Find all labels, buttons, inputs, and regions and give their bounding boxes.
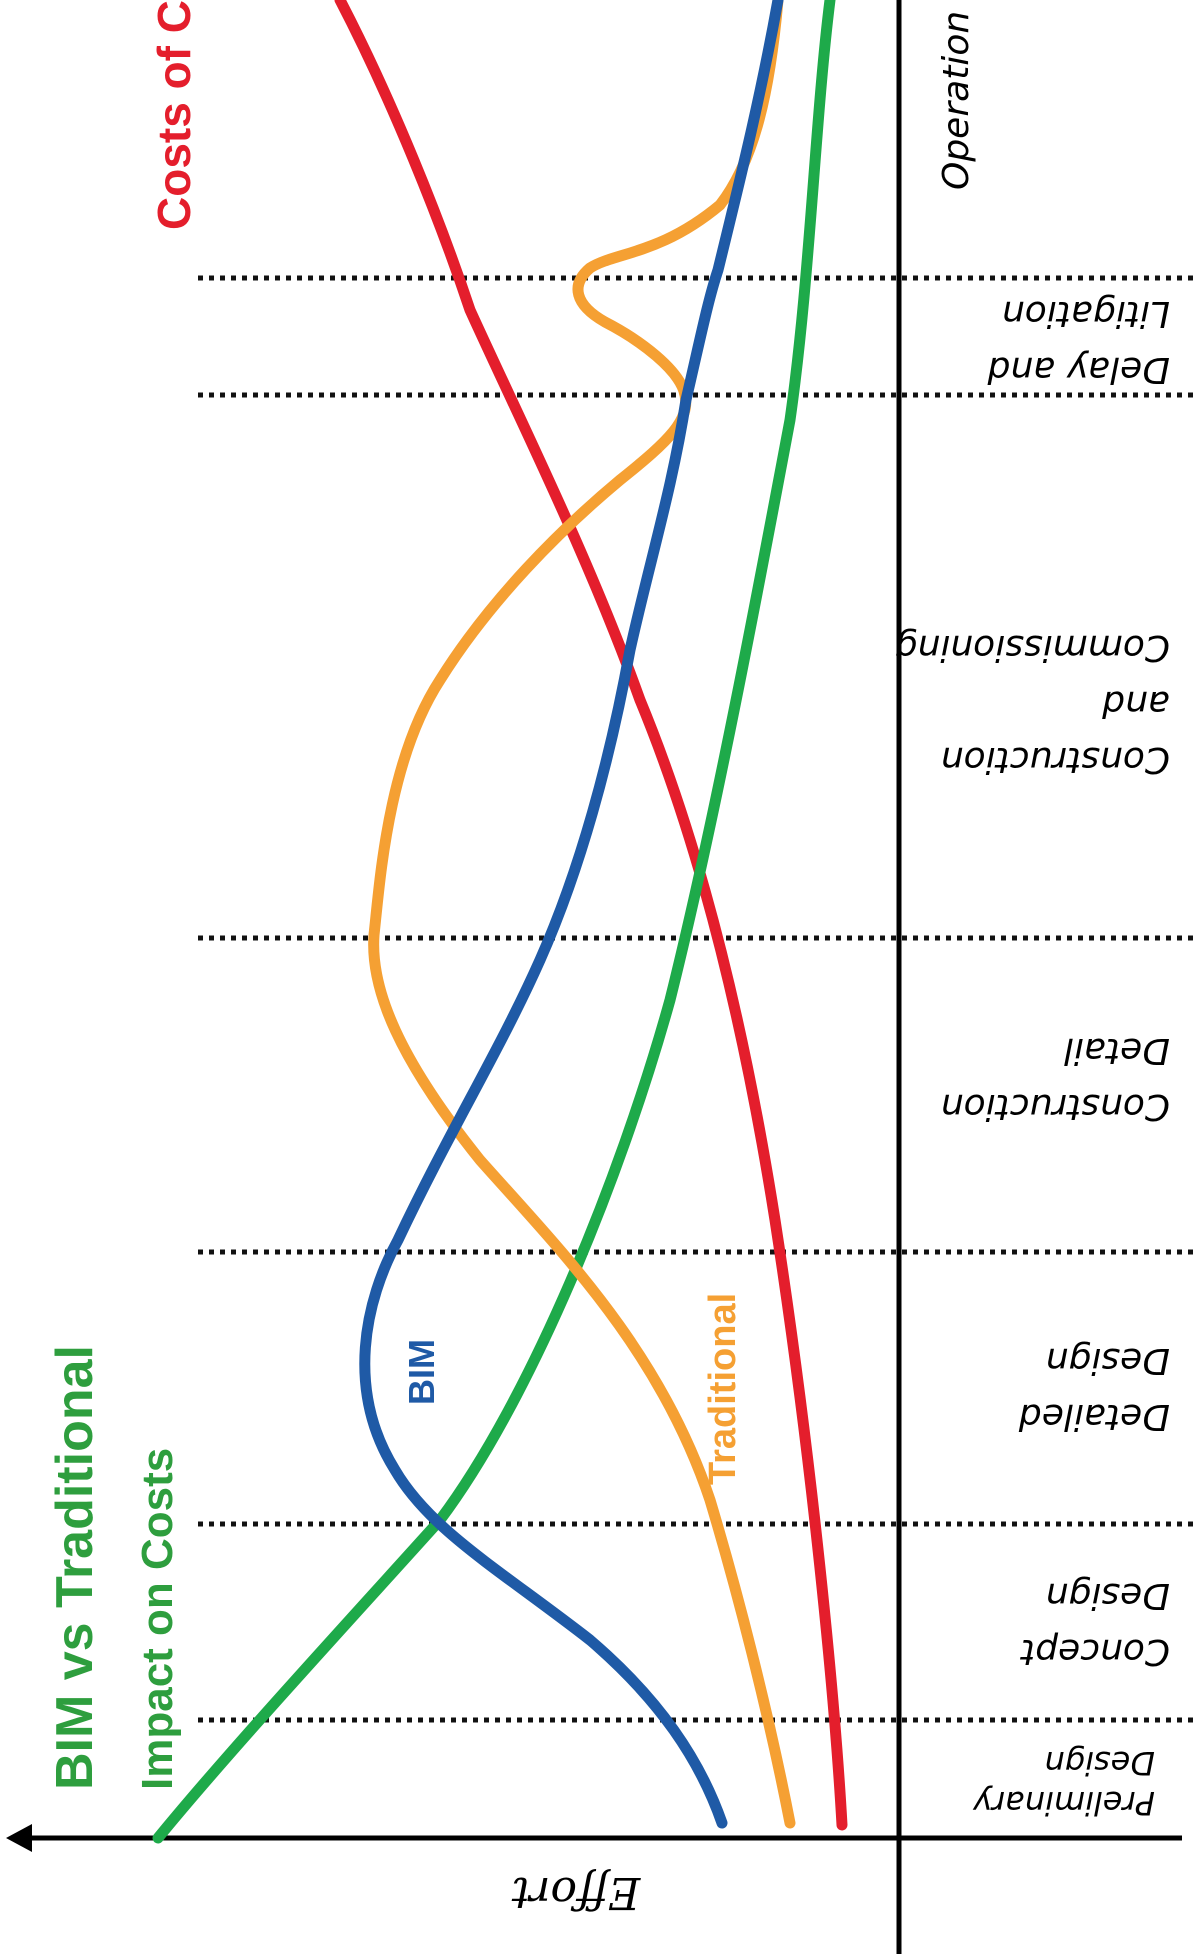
traditional-curve [368, 0, 796, 1829]
phase-label-concept-design: Concept Design [1019, 1575, 1170, 1672]
effort-axis-label: Effort [511, 1867, 641, 1918]
phase-label-line: Concept [1019, 1631, 1170, 1672]
phase-label-line: and [1101, 683, 1170, 724]
curves [152, 0, 848, 1844]
phase-label-line: Construction [941, 1086, 1170, 1127]
phase-label-line: Design [1045, 1744, 1155, 1782]
phase-label-line: Litigation [1002, 293, 1170, 334]
phase-label-line: Detail [1064, 1030, 1170, 1071]
costs-of-change-label: Costs of Ch [148, 0, 200, 230]
phase-label-line: Design [1046, 1340, 1170, 1381]
phase-label-line: Preliminary [972, 1784, 1155, 1822]
title-main: BIM vs Traditional [46, 1345, 104, 1790]
phase-label-detailed-design: Detailed Design [1018, 1340, 1170, 1437]
phase-label-delay-litigation: Delay and Litigation [986, 293, 1170, 390]
phase-label-preliminary-design: Preliminary Design [972, 1744, 1155, 1822]
phase-label-line: Design [1046, 1575, 1170, 1616]
axes [6, 0, 1182, 1954]
phase-label-line: Detailed [1018, 1396, 1170, 1437]
effort-axis-arrowhead [6, 1824, 32, 1852]
phase-label-construction-commissioning: Construction and Commissioning [895, 627, 1170, 780]
traditional-series-label: Traditional [702, 1293, 744, 1485]
phase-label-line: Commissioning [895, 627, 1170, 668]
impact-on-costs-curve [152, 0, 836, 1844]
costs-of-change-curve [334, 0, 848, 1831]
phase-label-line: Delay and [986, 349, 1170, 390]
phase-labels: Preliminary Design Concept Design Detail… [895, 11, 1170, 1822]
title-subtitle: Impact on Costs [133, 1448, 182, 1790]
bim-curve [359, 0, 784, 1829]
phase-label-operation: Operation [936, 11, 977, 190]
phase-label-construction-detail: Construction Detail [941, 1030, 1170, 1127]
phase-dividers [198, 275, 1195, 1723]
phase-label-line: Construction [941, 739, 1170, 780]
bim-series-label: BIM [401, 1339, 442, 1405]
